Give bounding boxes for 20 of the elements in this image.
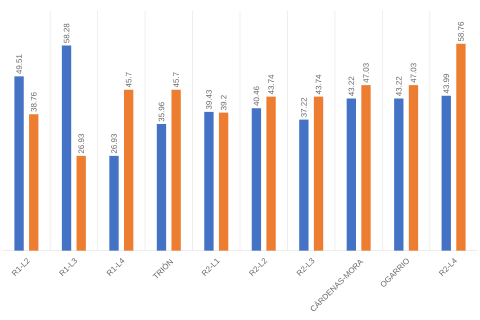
bar [109, 156, 119, 251]
bar [456, 44, 466, 251]
bar [361, 85, 371, 251]
bar [299, 120, 309, 251]
bar [346, 98, 356, 251]
bar [76, 156, 86, 251]
bar [394, 98, 404, 251]
bar [62, 45, 72, 251]
bar [252, 108, 262, 251]
bar [314, 96, 324, 251]
bar [218, 112, 228, 251]
bar [14, 76, 24, 251]
bar [442, 96, 451, 251]
bar [204, 112, 214, 251]
bar [266, 96, 276, 251]
bar [408, 85, 418, 251]
bar [29, 114, 38, 251]
bar [124, 90, 134, 251]
bar [156, 124, 166, 251]
bar [171, 90, 181, 251]
